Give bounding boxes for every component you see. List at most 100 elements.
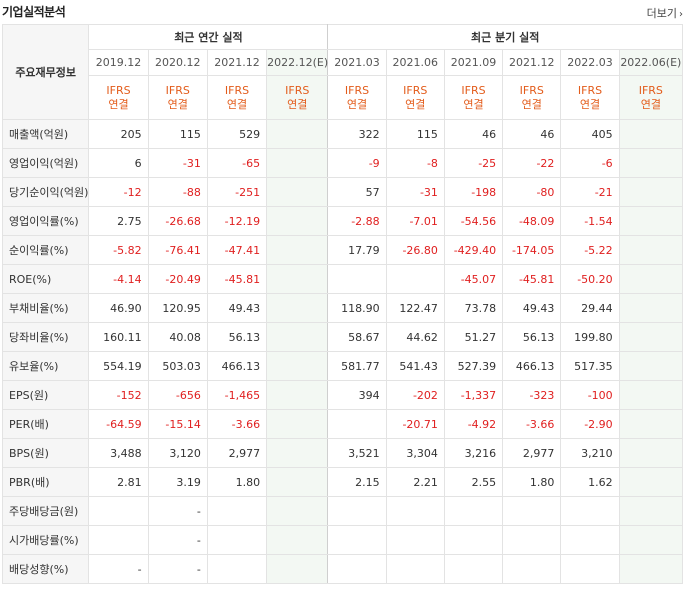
- table-row: EPS(원) -152 -656 -1,465 394 -202 -1,337 -323 -10…: [1, 380, 684, 410]
- annual-group-header: 최근 연간 실적: [88, 24, 329, 50]
- table-cell: [443, 496, 504, 526]
- period-header: 2022.06(E): [618, 49, 684, 76]
- table-cell: [266, 351, 329, 381]
- table-cell: 6: [88, 148, 149, 178]
- more-link-label: 더보기: [646, 7, 677, 20]
- table-cell: 49.43: [502, 293, 562, 323]
- table-cell: [327, 496, 387, 526]
- row-label: 배당성향(%): [1, 554, 90, 584]
- table-cell: [266, 496, 329, 526]
- table-cell: -45.81: [502, 264, 562, 294]
- table-cell: -20.71: [385, 409, 445, 439]
- ifrs-label: IFRS: [577, 83, 603, 97]
- table-cell: 115: [385, 119, 445, 149]
- row-label: 부채비율(%): [1, 293, 90, 323]
- table-cell: [266, 409, 329, 439]
- more-link[interactable]: 더보기 ›: [647, 5, 683, 21]
- table-cell: 199.80: [560, 322, 620, 352]
- table-cell: -7.01: [385, 206, 445, 236]
- table-row: PER(배) -64.59 -15.14 -3.66 -20.71 -4.92 -3.66-…: [1, 409, 684, 439]
- table-cell: -12: [88, 177, 149, 207]
- table-cell: -: [147, 554, 208, 584]
- table-cell: [88, 496, 149, 526]
- table-row: 시가배당률(%) -: [1, 525, 684, 555]
- table-cell: -202: [385, 380, 445, 410]
- table-cell: -4.14: [88, 264, 149, 294]
- table-cell: 49.43: [206, 293, 268, 323]
- table-cell: [618, 206, 684, 236]
- table-cell: -12.19: [206, 206, 268, 236]
- table-row: PBR(배) 2.81 3.19 1.80 2.15 2.21 2.55 1.80 1.62: [1, 467, 684, 497]
- table-cell: [266, 293, 329, 323]
- table-cell: -3.66: [206, 409, 268, 439]
- table-row: BPS(원) 3,488 3,120 2,977 3,521 3,304 3,216 2,97…: [1, 438, 684, 468]
- table-cell: 46.90: [88, 293, 149, 323]
- table-cell: -9: [327, 148, 387, 178]
- table-cell: 503.03: [147, 351, 208, 381]
- table-cell: 581.77: [327, 351, 387, 381]
- row-label: 순이익률(%): [1, 235, 90, 265]
- table-cell: [385, 496, 445, 526]
- consolidated-label: 연결: [346, 97, 368, 111]
- quarter-group-header: 최근 분기 실적: [327, 24, 683, 50]
- table-cell: -: [147, 496, 208, 526]
- table-cell: -64.59: [88, 409, 149, 439]
- table-cell: [266, 467, 329, 497]
- table-cell: 58.67: [327, 322, 387, 352]
- table-cell: [618, 467, 684, 497]
- table-cell: 3,488: [88, 438, 149, 468]
- ifrs-header: IFRS 연결: [618, 75, 684, 120]
- table-cell: -21: [560, 177, 620, 207]
- ifrs-label: IFRS: [224, 83, 250, 97]
- table-cell: 56.13: [206, 322, 268, 352]
- ifrs-header: IFRS 연결: [502, 75, 562, 120]
- table-cell: [266, 206, 329, 236]
- table-cell: -100: [560, 380, 620, 410]
- table-cell: 554.19: [88, 351, 149, 381]
- ifrs-header: IFRS 연결: [443, 75, 504, 120]
- ifrs-label: IFRS: [285, 83, 310, 97]
- table-row: 영업이익(억원) 6 -31 -65 -9 -8 -25 -22 -6: [1, 148, 684, 178]
- ifrs-header: IFRS 연결: [560, 75, 620, 120]
- table-cell: -65: [206, 148, 268, 178]
- table-cell: 1.62: [560, 467, 620, 497]
- consolidated-label: 연결: [405, 97, 426, 111]
- table-cell: [266, 525, 329, 555]
- table-cell: -1,465: [206, 380, 268, 410]
- table-cell: [618, 409, 684, 439]
- table-cell: 2.55: [443, 467, 504, 497]
- table-cell: [618, 293, 684, 323]
- ifrs-label: IFRS: [638, 83, 663, 97]
- table-cell: [618, 351, 684, 381]
- table-cell: -5.82: [88, 235, 149, 265]
- table-cell: -4.92: [443, 409, 504, 439]
- table-cell: [618, 148, 684, 178]
- consolidated-label: 연결: [521, 97, 542, 111]
- table-cell: [266, 235, 329, 265]
- table-cell: [618, 380, 684, 410]
- period-header: 2022.03: [560, 49, 620, 76]
- table-cell: 3,120: [147, 438, 208, 468]
- table-cell: [618, 119, 684, 149]
- table-cell: 17.79: [327, 235, 387, 265]
- ifrs-header: IFRS 연결: [327, 75, 387, 120]
- table-row: 매출액(억원) 205 115 529 322 115 46 46 405: [1, 119, 684, 149]
- table-cell: [266, 264, 329, 294]
- ifrs-header: IFRS 연결: [206, 75, 268, 120]
- table-cell: [618, 525, 684, 555]
- table-cell: [327, 264, 387, 294]
- table-cell: 3,521: [327, 438, 387, 468]
- table-cell: 2.81: [88, 467, 149, 497]
- table-cell: 122.47: [385, 293, 445, 323]
- period-header: 2020.12: [147, 49, 208, 76]
- table-cell: [618, 496, 684, 526]
- table-cell: 205: [88, 119, 149, 149]
- table-row: 당기순이익(억원) -12 -88 -251 57 -31 -198 -80 -21: [1, 177, 684, 207]
- table-cell: 46: [502, 119, 562, 149]
- table-cell: [618, 322, 684, 352]
- row-label: 당기순이익(억원): [1, 177, 90, 207]
- table-cell: 541.43: [385, 351, 445, 381]
- table-cell: -: [88, 554, 149, 584]
- period-header: 2021.06: [385, 49, 445, 76]
- table-cell: 1.80: [206, 467, 268, 497]
